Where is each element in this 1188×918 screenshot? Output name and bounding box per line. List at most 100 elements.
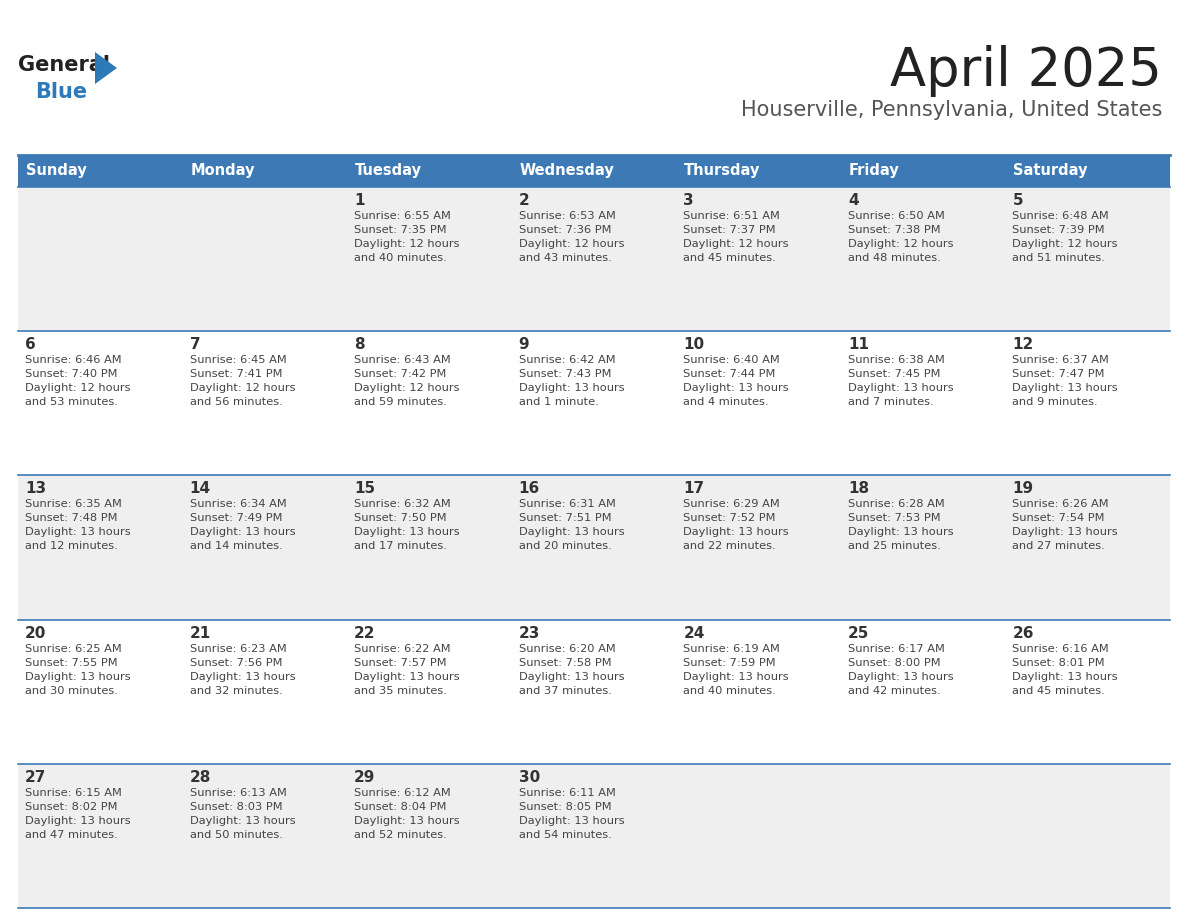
Text: Sunset: 7:51 PM: Sunset: 7:51 PM <box>519 513 612 523</box>
Text: and 27 minutes.: and 27 minutes. <box>1012 542 1105 552</box>
Text: Sunrise: 6:31 AM: Sunrise: 6:31 AM <box>519 499 615 509</box>
Text: Sunrise: 6:25 AM: Sunrise: 6:25 AM <box>25 644 121 654</box>
Bar <box>18 331 1170 476</box>
Text: and 45 minutes.: and 45 minutes. <box>1012 686 1105 696</box>
Text: Sunrise: 6:51 AM: Sunrise: 6:51 AM <box>683 211 781 221</box>
Text: and 4 minutes.: and 4 minutes. <box>683 397 769 408</box>
Text: Daylight: 13 hours: Daylight: 13 hours <box>848 528 954 537</box>
Text: 10: 10 <box>683 337 704 353</box>
Text: Sunrise: 6:35 AM: Sunrise: 6:35 AM <box>25 499 122 509</box>
Text: Daylight: 13 hours: Daylight: 13 hours <box>848 383 954 393</box>
Text: Houserville, Pennsylvania, United States: Houserville, Pennsylvania, United States <box>740 100 1162 120</box>
Text: Sunrise: 6:37 AM: Sunrise: 6:37 AM <box>1012 355 1110 365</box>
Text: Daylight: 13 hours: Daylight: 13 hours <box>1012 672 1118 681</box>
Text: Daylight: 13 hours: Daylight: 13 hours <box>683 528 789 537</box>
Text: Sunset: 7:36 PM: Sunset: 7:36 PM <box>519 225 611 235</box>
Text: Sunset: 8:02 PM: Sunset: 8:02 PM <box>25 801 118 812</box>
Text: Sunset: 7:37 PM: Sunset: 7:37 PM <box>683 225 776 235</box>
Text: Sunrise: 6:20 AM: Sunrise: 6:20 AM <box>519 644 615 654</box>
Text: and 25 minutes.: and 25 minutes. <box>848 542 941 552</box>
Text: Daylight: 12 hours: Daylight: 12 hours <box>354 239 460 249</box>
Text: Sunrise: 6:19 AM: Sunrise: 6:19 AM <box>683 644 781 654</box>
Text: Wednesday: Wednesday <box>519 163 614 178</box>
Text: Daylight: 13 hours: Daylight: 13 hours <box>354 672 460 681</box>
Text: Sunset: 7:50 PM: Sunset: 7:50 PM <box>354 513 447 523</box>
Text: 23: 23 <box>519 625 541 641</box>
Bar <box>676 155 841 187</box>
Text: Daylight: 13 hours: Daylight: 13 hours <box>848 672 954 681</box>
Text: 28: 28 <box>190 770 211 785</box>
Text: 11: 11 <box>848 337 868 353</box>
Text: 29: 29 <box>354 770 375 785</box>
Text: Daylight: 13 hours: Daylight: 13 hours <box>519 816 625 826</box>
Text: Sunrise: 6:16 AM: Sunrise: 6:16 AM <box>1012 644 1110 654</box>
Text: Sunset: 7:39 PM: Sunset: 7:39 PM <box>1012 225 1105 235</box>
Text: Daylight: 12 hours: Daylight: 12 hours <box>519 239 624 249</box>
Text: Daylight: 13 hours: Daylight: 13 hours <box>190 528 295 537</box>
Text: 3: 3 <box>683 193 694 208</box>
Text: and 7 minutes.: and 7 minutes. <box>848 397 934 408</box>
Text: Sunset: 7:35 PM: Sunset: 7:35 PM <box>354 225 447 235</box>
Text: 30: 30 <box>519 770 541 785</box>
Text: Monday: Monday <box>190 163 255 178</box>
Text: Sunset: 7:54 PM: Sunset: 7:54 PM <box>1012 513 1105 523</box>
Text: 25: 25 <box>848 625 870 641</box>
Text: Sunset: 7:49 PM: Sunset: 7:49 PM <box>190 513 282 523</box>
Text: 27: 27 <box>25 770 46 785</box>
Text: and 52 minutes.: and 52 minutes. <box>354 830 447 840</box>
Text: Sunrise: 6:15 AM: Sunrise: 6:15 AM <box>25 788 122 798</box>
Text: and 37 minutes.: and 37 minutes. <box>519 686 612 696</box>
Text: Sunrise: 6:28 AM: Sunrise: 6:28 AM <box>848 499 944 509</box>
Text: Sunrise: 6:13 AM: Sunrise: 6:13 AM <box>190 788 286 798</box>
Text: 9: 9 <box>519 337 530 353</box>
Text: 5: 5 <box>1012 193 1023 208</box>
Text: Daylight: 12 hours: Daylight: 12 hours <box>25 383 131 393</box>
Text: Sunrise: 6:53 AM: Sunrise: 6:53 AM <box>519 211 615 221</box>
Text: Sunrise: 6:45 AM: Sunrise: 6:45 AM <box>190 355 286 365</box>
Text: and 43 minutes.: and 43 minutes. <box>519 253 612 263</box>
Bar <box>512 155 676 187</box>
Text: Blue: Blue <box>34 82 87 102</box>
Text: Sunset: 7:55 PM: Sunset: 7:55 PM <box>25 657 118 667</box>
Text: 22: 22 <box>354 625 375 641</box>
Text: 19: 19 <box>1012 481 1034 497</box>
Text: 14: 14 <box>190 481 210 497</box>
Text: Sunrise: 6:42 AM: Sunrise: 6:42 AM <box>519 355 615 365</box>
Text: Sunrise: 6:11 AM: Sunrise: 6:11 AM <box>519 788 615 798</box>
Text: Sunrise: 6:17 AM: Sunrise: 6:17 AM <box>848 644 944 654</box>
Text: Sunset: 7:40 PM: Sunset: 7:40 PM <box>25 369 118 379</box>
Text: Sunrise: 6:40 AM: Sunrise: 6:40 AM <box>683 355 781 365</box>
Text: Sunrise: 6:55 AM: Sunrise: 6:55 AM <box>354 211 451 221</box>
Text: 15: 15 <box>354 481 375 497</box>
Text: Daylight: 13 hours: Daylight: 13 hours <box>354 528 460 537</box>
Text: Sunrise: 6:46 AM: Sunrise: 6:46 AM <box>25 355 121 365</box>
Text: Daylight: 12 hours: Daylight: 12 hours <box>1012 239 1118 249</box>
Text: Sunset: 8:03 PM: Sunset: 8:03 PM <box>190 801 283 812</box>
Text: Sunrise: 6:23 AM: Sunrise: 6:23 AM <box>190 644 286 654</box>
Text: Sunrise: 6:48 AM: Sunrise: 6:48 AM <box>1012 211 1110 221</box>
Text: 1: 1 <box>354 193 365 208</box>
Text: 12: 12 <box>1012 337 1034 353</box>
Text: and 48 minutes.: and 48 minutes. <box>848 253 941 263</box>
Text: Daylight: 13 hours: Daylight: 13 hours <box>190 672 295 681</box>
Text: 6: 6 <box>25 337 36 353</box>
Text: Sunset: 8:00 PM: Sunset: 8:00 PM <box>848 657 941 667</box>
Text: Daylight: 13 hours: Daylight: 13 hours <box>519 383 625 393</box>
Text: and 20 minutes.: and 20 minutes. <box>519 542 612 552</box>
Text: Sunset: 8:04 PM: Sunset: 8:04 PM <box>354 801 447 812</box>
Text: Daylight: 12 hours: Daylight: 12 hours <box>848 239 953 249</box>
Text: Daylight: 13 hours: Daylight: 13 hours <box>25 528 131 537</box>
Text: and 9 minutes.: and 9 minutes. <box>1012 397 1098 408</box>
Text: Daylight: 13 hours: Daylight: 13 hours <box>1012 383 1118 393</box>
Text: General: General <box>18 55 110 75</box>
Text: 2: 2 <box>519 193 530 208</box>
Text: 8: 8 <box>354 337 365 353</box>
Text: Sunset: 8:01 PM: Sunset: 8:01 PM <box>1012 657 1105 667</box>
Bar <box>347 155 512 187</box>
Text: Sunset: 7:41 PM: Sunset: 7:41 PM <box>190 369 282 379</box>
Text: Thursday: Thursday <box>684 163 760 178</box>
Text: Sunset: 7:52 PM: Sunset: 7:52 PM <box>683 513 776 523</box>
Bar <box>18 764 1170 908</box>
Bar <box>1005 155 1170 187</box>
Text: Daylight: 12 hours: Daylight: 12 hours <box>354 383 460 393</box>
